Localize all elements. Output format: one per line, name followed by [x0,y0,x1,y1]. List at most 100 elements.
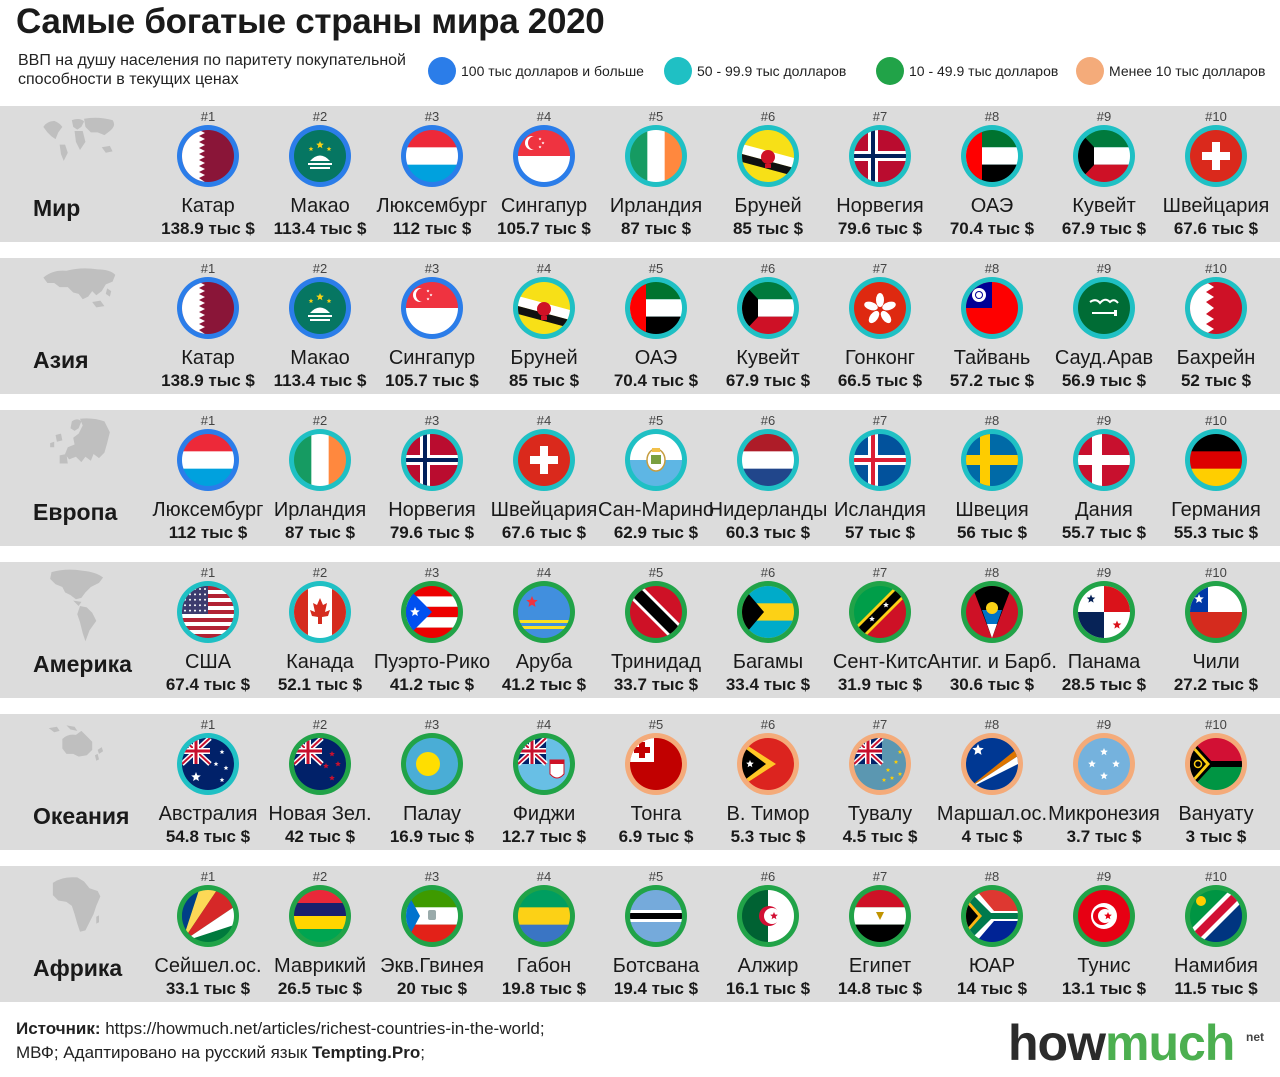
gdp-value: 113.4 тыс $ [273,219,367,238]
iceland-flag-icon [849,429,911,491]
country-card: #3 Люксембург 112 тыс $ [376,106,488,242]
country-rank: #10 [1205,869,1227,884]
country-name: Египет [848,955,912,977]
country-card: #5 Ботсвана 19.4 тыс $ [600,866,712,1002]
flag-image [630,586,682,638]
gdp-value: 138.9 тыс $ [161,371,255,390]
country-rank: #8 [984,565,1000,580]
country-card: #6 Багамы 33.4 тыс $ [712,562,824,698]
gdp-value: 112 тыс $ [392,219,472,238]
gdp-value: 31.9 тыс $ [837,675,923,694]
flag-image [630,130,682,182]
flag-image [630,890,682,942]
flag-image [742,434,794,486]
country-name: Бруней [510,347,578,369]
gdp-value: 20 тыс $ [396,979,468,998]
country-card: #9 Сауд.Арав 56.9 тыс $ [1048,258,1160,394]
legend-swatch [664,57,692,85]
sanmarino-flag-icon [625,429,687,491]
country-card: #3 Экв.Гвинея 20 тыс $ [376,866,488,1002]
legend-label: 10 - 49.9 тыс долларов [909,63,1059,79]
flag-image [294,738,346,790]
saudi-flag-icon [1073,277,1135,339]
legend-swatch [1076,57,1104,85]
region-name: Европа [33,499,118,525]
country-name: Габон [516,955,572,977]
country-name: Тувалу [847,803,913,825]
gdp-value: 41.2 тыс $ [501,675,587,694]
gdp-value: 57.2 тыс $ [949,371,1035,390]
gdp-value: 112 тыс $ [168,523,248,542]
flag-image [854,586,906,638]
country-name: Катар [181,347,235,369]
flag-image [1190,738,1242,790]
source-link[interactable]: https://howmuch.net/articles/richest-cou… [100,1019,545,1038]
country-card: #5 Ирландия 87 тыс $ [600,106,712,242]
country-card: #5 Тринидад 33.7 тыс $ [600,562,712,698]
canada-flag-icon [289,581,351,643]
country-card: #4 Габон 19.8 тыс $ [488,866,600,1002]
logo-net: net [1246,1030,1264,1044]
country-card: #10 Чили 27.2 тыс $ [1160,562,1272,698]
gdp-value: 85 тыс $ [508,371,580,390]
country-rank: #6 [760,869,776,884]
gdp-value: 87 тыс $ [284,523,356,542]
country-name: Австралия [158,803,258,825]
botswana-flag-icon [625,885,687,947]
usa-flag-icon [177,581,239,643]
flag-image [1078,586,1130,638]
country-card: #2 Новая Зел. 42 тыс $ [264,714,376,850]
flag-image [406,434,458,486]
legend-swatch [876,57,904,85]
gdp-value: 27.2 тыс $ [1173,675,1259,694]
region-name: Океания [33,803,130,829]
country-name: Дания [1075,499,1133,521]
country-rank: #1 [200,109,216,124]
bahamas-flag-icon [737,581,799,643]
country-rank: #2 [312,261,328,276]
gdp-value: 14 тыс $ [956,979,1028,998]
country-card: #7 Сент-Китс 31.9 тыс $ [824,562,936,698]
country-rank: #5 [648,261,664,276]
panama-flag-icon [1073,581,1135,643]
puertorico-flag-icon [401,581,463,643]
country-name: Палау [402,803,462,825]
country-name: Багамы [732,651,804,673]
macao-flag-icon [289,277,351,339]
legend-item-tier1: 100 тыс долларов и больше [428,56,644,86]
germany-flag-icon [1185,429,1247,491]
country-rank: #4 [536,717,552,732]
algeria-flag-icon [737,885,799,947]
country-rank: #6 [760,413,776,428]
country-card: #4 Швейцария 67.6 тыс $ [488,410,600,546]
country-rank: #10 [1205,413,1227,428]
gdp-value: 19.4 тыс $ [613,979,699,998]
country-name: Сингапур [500,195,588,217]
country-name: Норвегия [836,195,924,217]
brunei-flag-icon [513,277,575,339]
gdp-value: 79.6 тыс $ [837,219,923,238]
country-rank: #4 [536,869,552,884]
gdp-value: 105.7 тыс $ [385,371,479,390]
gdp-value: 105.7 тыс $ [497,219,591,238]
flag-image [1078,130,1130,182]
flag-image [294,130,346,182]
europe-map-icon [50,418,110,464]
country-card: #2 Макао 113.4 тыс $ [264,258,376,394]
country-name: Кувейт [736,347,800,369]
flag-image [966,130,1018,182]
gdp-value: 52 тыс $ [1180,371,1252,390]
stkitts-flag-icon [849,581,911,643]
gdp-value: 138.9 тыс $ [161,219,255,238]
country-name: ЮАР [968,955,1016,977]
uae-flag-icon [961,125,1023,187]
asia-map-icon [43,268,116,308]
tonga-flag-icon [625,733,687,795]
qatar-flag-icon [177,125,239,187]
country-name: Швейцария [1162,195,1270,217]
flag-image [518,738,570,790]
gdp-value: 33.1 тыс $ [165,979,251,998]
legend-swatch [428,57,456,85]
country-card: #2 Макао 113.4 тыс $ [264,106,376,242]
switzerland-flag-icon [1185,125,1247,187]
